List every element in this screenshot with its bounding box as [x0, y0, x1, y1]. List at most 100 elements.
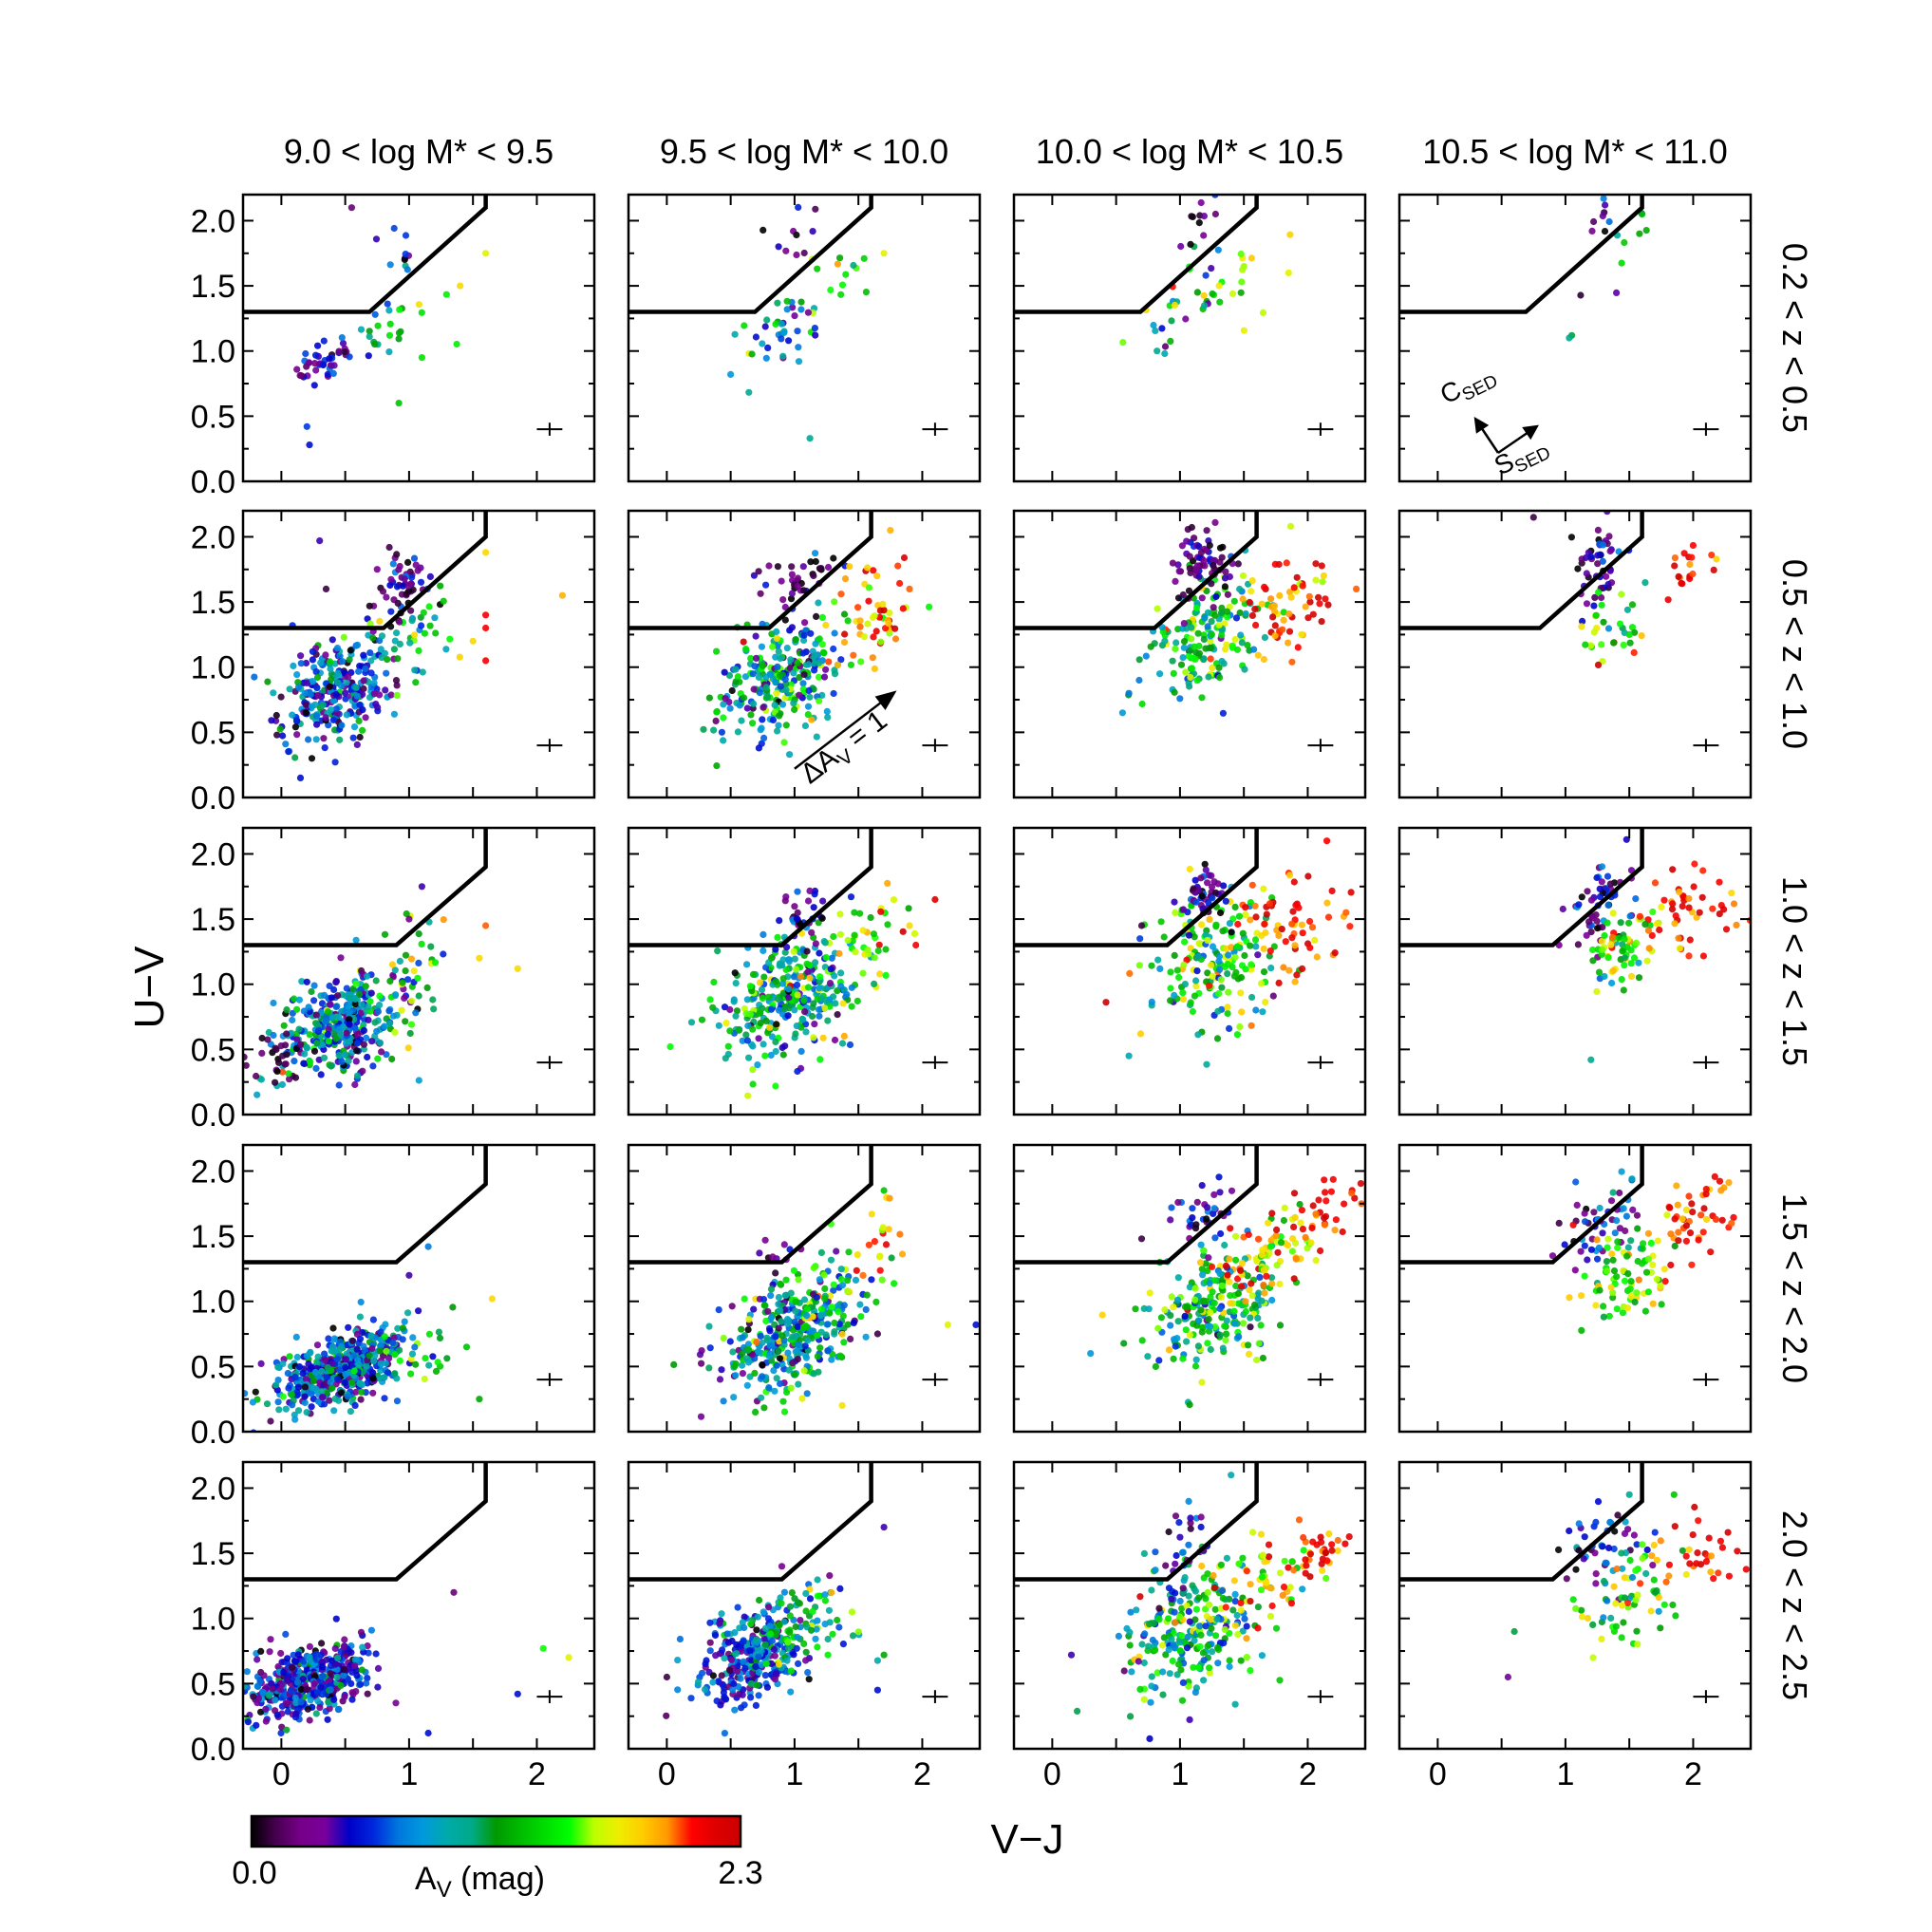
- data-point: [347, 647, 354, 654]
- data-point: [407, 1021, 416, 1028]
- data-point: [750, 685, 758, 693]
- data-point: [368, 1038, 376, 1045]
- data-point: [783, 1388, 791, 1397]
- data-point: [423, 984, 431, 991]
- data-point: [382, 686, 389, 694]
- data-point: [1238, 639, 1246, 647]
- data-point: [1209, 1263, 1216, 1270]
- data-point: [756, 979, 764, 986]
- data-point: [816, 1056, 824, 1063]
- data-point: [425, 1361, 433, 1369]
- data-point: [1322, 595, 1329, 603]
- data-point: [1248, 611, 1256, 620]
- data-point: [313, 1021, 321, 1028]
- data-point: [1158, 624, 1166, 631]
- data-point: [482, 624, 490, 632]
- data-point: [1210, 1210, 1217, 1217]
- data-point: [415, 992, 422, 1000]
- data-point: [876, 607, 885, 614]
- data-point: [784, 1349, 792, 1357]
- data-point: [1306, 917, 1314, 926]
- data-point: [1223, 1330, 1230, 1338]
- data-point: [1171, 688, 1178, 696]
- data-point: [758, 643, 766, 650]
- data-point: [1730, 900, 1738, 908]
- data-point: [378, 654, 385, 662]
- data-point: [697, 1413, 705, 1420]
- data-point: [358, 1001, 366, 1008]
- data-point: [824, 1347, 832, 1355]
- data-point: [1599, 557, 1606, 565]
- data-point: [1260, 885, 1267, 892]
- data-point: [785, 337, 793, 345]
- data-point: [309, 1378, 317, 1385]
- data-point: [1209, 972, 1216, 980]
- data-point: [1346, 923, 1354, 930]
- data-point: [1292, 901, 1300, 910]
- data-point: [775, 995, 782, 1003]
- data-point: [1276, 1322, 1285, 1329]
- data-point: [1572, 1178, 1580, 1186]
- data-point: [714, 947, 722, 955]
- data-point: [1219, 928, 1227, 935]
- data-point: [360, 685, 367, 693]
- data-point: [257, 1360, 265, 1367]
- data-point: [310, 997, 318, 1004]
- data-point: [772, 946, 779, 953]
- data-point: [1215, 1173, 1223, 1181]
- data-point: [344, 1393, 351, 1400]
- data-point: [1275, 560, 1283, 569]
- panel-r1-c2: [1012, 509, 1367, 799]
- data-point: [332, 1035, 340, 1042]
- data-point: [440, 950, 447, 958]
- data-point: [290, 662, 297, 670]
- data-point: [1169, 657, 1176, 665]
- data-point: [860, 254, 868, 262]
- data-point: [1194, 1031, 1202, 1039]
- data-point: [744, 1326, 752, 1334]
- data-point: [1192, 983, 1200, 990]
- data-point: [808, 716, 816, 723]
- data-point: [1282, 938, 1289, 946]
- data-point: [778, 577, 785, 585]
- data-point: [406, 639, 414, 647]
- data-point: [831, 666, 838, 674]
- data-point: [710, 978, 718, 986]
- data-point: [1208, 962, 1215, 969]
- data-point: [1185, 587, 1193, 594]
- data-point: [1675, 934, 1682, 942]
- data-point: [1257, 1322, 1265, 1329]
- data-point: [1614, 1238, 1622, 1246]
- data-point: [335, 347, 343, 355]
- data-point: [1289, 1235, 1297, 1243]
- data-point: [1207, 1308, 1214, 1317]
- data-point: [1596, 893, 1604, 901]
- data-point: [378, 632, 386, 640]
- data-point: [1285, 610, 1293, 618]
- data-point: [1285, 639, 1292, 647]
- data-point: [774, 563, 782, 571]
- data-point: [319, 361, 328, 368]
- data-point: [1658, 1301, 1665, 1308]
- data-point: [789, 1333, 797, 1341]
- data-point: [292, 1333, 300, 1341]
- data-point: [324, 370, 331, 378]
- data-point: [905, 905, 912, 912]
- data-point: [1154, 956, 1162, 964]
- data-point: [840, 1339, 848, 1346]
- data-point: [385, 1007, 393, 1015]
- data-point: [314, 1353, 322, 1360]
- data-point: [783, 306, 791, 313]
- data-point: [775, 243, 782, 251]
- data-point: [364, 972, 371, 980]
- data-point: [800, 1296, 809, 1304]
- data-point: [1211, 1234, 1219, 1242]
- data-point: [1587, 642, 1595, 649]
- data-point: [722, 1020, 730, 1027]
- data-point: [1671, 554, 1679, 562]
- data-point: [1707, 1248, 1715, 1256]
- data-point: [1154, 347, 1161, 355]
- data-point: [1548, 1252, 1557, 1260]
- data-point: [1210, 878, 1218, 886]
- data-point: [322, 1018, 329, 1025]
